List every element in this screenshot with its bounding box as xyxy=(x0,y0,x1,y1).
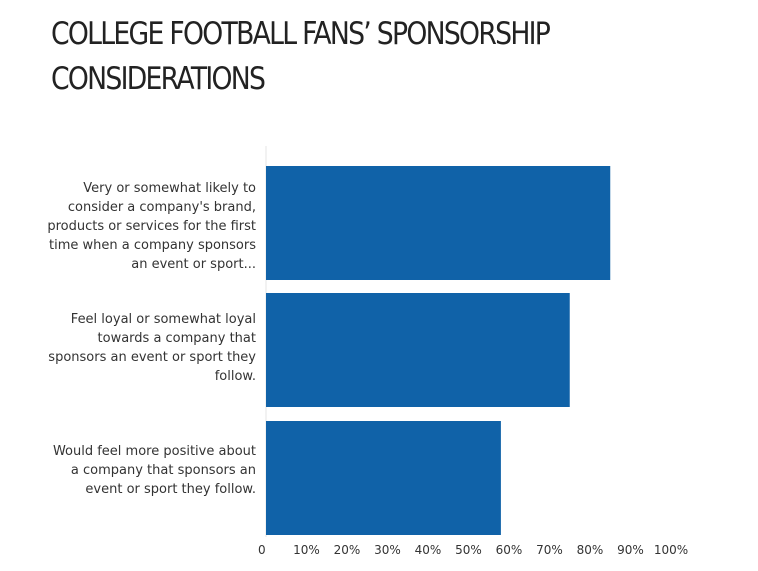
category-label-3: Would feel more positive about a company… xyxy=(52,444,256,497)
chart-title: COLLEGE FOOTBALL FANS’ SPONSORSHIP CONSID… xyxy=(51,16,551,97)
x-tick-label: 0 xyxy=(258,543,266,557)
x-tick-label: 10% xyxy=(293,543,320,557)
x-tick-label: 20% xyxy=(334,543,361,557)
x-tick-label: 80% xyxy=(577,543,604,557)
category-label-2: Feel loyal or somewhat loyal towards a c… xyxy=(48,312,256,384)
x-tick-label: 40% xyxy=(415,543,442,557)
x-tick-label: 60% xyxy=(496,543,523,557)
x-tick-label: 50% xyxy=(455,543,482,557)
bar-2 xyxy=(266,293,570,407)
x-tick-label: 30% xyxy=(374,543,401,557)
x-tick-label: 90% xyxy=(617,543,644,557)
x-tick-label: 70% xyxy=(536,543,563,557)
bar-1 xyxy=(266,166,611,280)
category-label-1: Very or somewhat likely to consider a co… xyxy=(47,181,256,272)
x-tick-label: 100% xyxy=(654,543,688,557)
bar-3 xyxy=(266,421,501,535)
